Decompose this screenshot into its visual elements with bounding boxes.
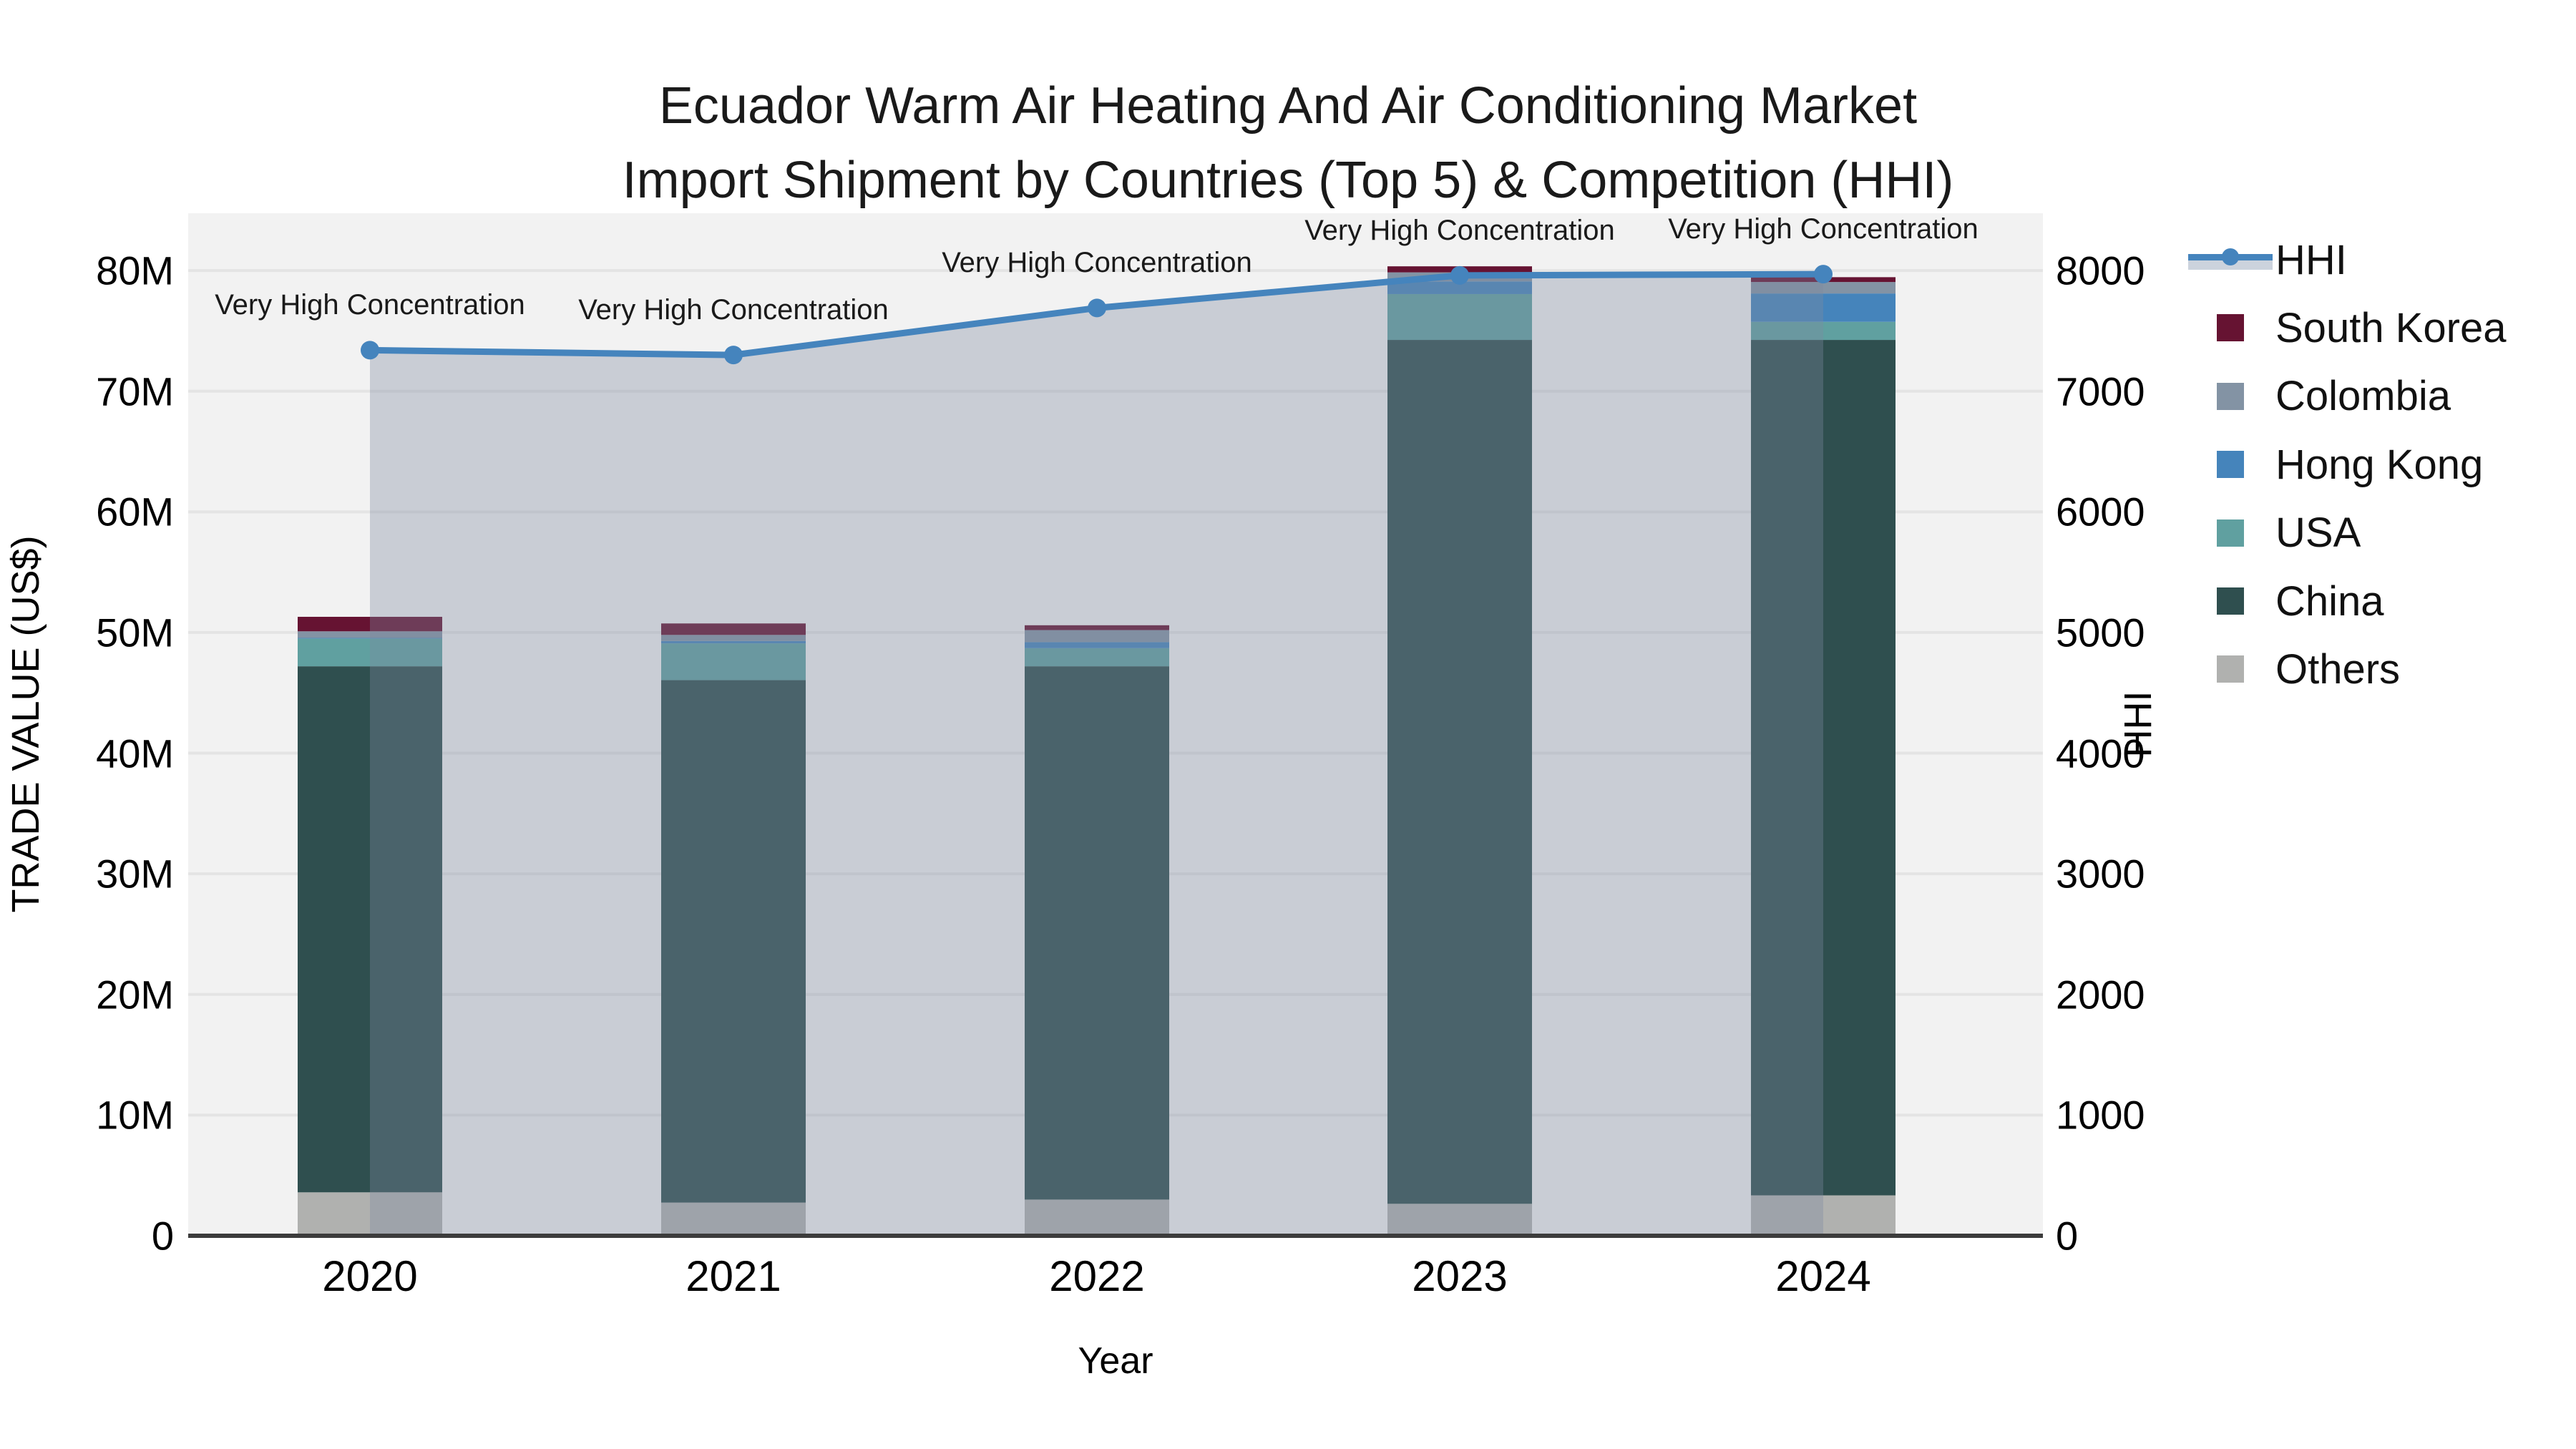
bar-segment-china-2023[interactable] xyxy=(1387,340,1532,1204)
bar-segment-usa-2021[interactable] xyxy=(661,643,806,680)
bar-segment-usa-2024[interactable] xyxy=(1751,321,1896,341)
left-tick-30M: 30M xyxy=(96,851,174,897)
bar-segment-hong-kong-2024[interactable] xyxy=(1751,293,1896,322)
right-tick-6000: 6000 xyxy=(2056,489,2145,535)
legend-label: Hong Kong xyxy=(2275,441,2484,488)
hhi-marker-2020[interactable] xyxy=(361,341,379,360)
bar-segment-usa-2022[interactable] xyxy=(1025,648,1169,667)
legend-swatch-hong-kong xyxy=(2217,451,2244,479)
hhi-line-icon xyxy=(2188,248,2273,270)
bar-segment-china-2022[interactable] xyxy=(1025,666,1169,1200)
x-tick-2023: 2023 xyxy=(1412,1252,1508,1300)
bar-segment-others-2024[interactable] xyxy=(1751,1195,1896,1236)
chart-title-line1: Ecuador Warm Air Heating And Air Conditi… xyxy=(658,77,1918,135)
hhi-marker-2024[interactable] xyxy=(1814,265,1833,284)
chart-title-line2: Import Shipment by Countries (Top 5) & C… xyxy=(622,152,1954,210)
hhi-area-fill xyxy=(370,274,1823,1236)
bar-segment-others-2021[interactable] xyxy=(661,1202,806,1236)
x-axis-title: Year xyxy=(1078,1340,1153,1382)
annotation-2022: Very High Concentration xyxy=(942,247,1252,279)
bar-segment-others-2022[interactable] xyxy=(1025,1199,1169,1236)
annotation-2020: Very High Concentration xyxy=(215,289,525,321)
legend-label: Colombia xyxy=(2275,373,2451,420)
x-tick-2024: 2024 xyxy=(1775,1252,1871,1300)
legend-swatch-others xyxy=(2217,655,2244,683)
left-tick-80M: 80M xyxy=(96,248,174,293)
legend-swatch-china xyxy=(2217,587,2244,615)
x-tick-2022: 2022 xyxy=(1049,1252,1145,1300)
legend-item-hhi[interactable]: HHI xyxy=(2188,233,2347,287)
right-tick-8000: 8000 xyxy=(2056,248,2145,293)
legend-swatch-colombia xyxy=(2217,382,2244,410)
annotation-2021: Very High Concentration xyxy=(578,294,889,326)
bar-segment-china-2021[interactable] xyxy=(661,680,806,1203)
bar-segment-south-korea-2021[interactable] xyxy=(661,623,806,635)
legend-item-south-korea[interactable]: South Korea xyxy=(2188,301,2506,355)
bar-segment-colombia-2024[interactable] xyxy=(1751,282,1896,294)
bar-segment-south-korea-2022[interactable] xyxy=(1025,625,1169,630)
left-tick-20M: 20M xyxy=(96,972,174,1018)
bar-segment-hong-kong-2020[interactable] xyxy=(298,638,442,639)
legend-item-others[interactable]: Others xyxy=(2188,642,2400,696)
legend-label: China xyxy=(2275,577,2384,625)
bar-segment-south-korea-2020[interactable] xyxy=(298,617,442,632)
right-tick-7000: 7000 xyxy=(2056,369,2145,414)
left-tick-70M: 70M xyxy=(96,369,174,414)
legend-label: Others xyxy=(2275,645,2401,693)
legend-swatch-south-korea xyxy=(2217,314,2244,342)
legend-label: HHI xyxy=(2275,236,2347,283)
legend-item-colombia[interactable]: Colombia xyxy=(2188,369,2451,424)
right-tick-5000: 5000 xyxy=(2056,610,2145,655)
bar-segment-colombia-2020[interactable] xyxy=(298,631,442,638)
bar-segment-hong-kong-2023[interactable] xyxy=(1387,281,1532,294)
legend-item-usa[interactable]: USA xyxy=(2188,506,2361,560)
legend-swatch-usa xyxy=(2217,519,2244,547)
x-tick-2021: 2021 xyxy=(686,1252,781,1300)
annotation-2023: Very High Concentration xyxy=(1304,214,1615,246)
bar-segment-china-2020[interactable] xyxy=(298,666,442,1193)
right-tick-3000: 3000 xyxy=(2056,851,2145,897)
left-tick-50M: 50M xyxy=(96,610,174,655)
bar-segment-usa-2023[interactable] xyxy=(1387,293,1532,341)
right-tick-1000: 1000 xyxy=(2056,1092,2145,1138)
bar-segment-others-2023[interactable] xyxy=(1387,1204,1532,1236)
annotation-2024: Very High Concentration xyxy=(1668,213,1979,245)
hhi-marker-2022[interactable] xyxy=(1088,298,1106,318)
right-tick-0: 0 xyxy=(2056,1213,2079,1259)
bar-segment-others-2020[interactable] xyxy=(298,1192,442,1236)
left-tick-0: 0 xyxy=(151,1213,174,1259)
bar-segment-hong-kong-2022[interactable] xyxy=(1025,642,1169,648)
bar-segment-colombia-2022[interactable] xyxy=(1025,630,1169,643)
bar-segment-hong-kong-2021[interactable] xyxy=(661,640,806,644)
right-tick-4000: 4000 xyxy=(2056,731,2145,776)
bar-segment-colombia-2021[interactable] xyxy=(661,635,806,641)
legend-label: USA xyxy=(2275,509,2361,557)
left-tick-40M: 40M xyxy=(96,731,174,776)
left-tick-60M: 60M xyxy=(96,489,174,535)
legend-item-china[interactable]: China xyxy=(2188,574,2384,628)
chart-title: Ecuador Warm Air Heating And Air Conditi… xyxy=(0,69,2576,218)
hhi-marker-2021[interactable] xyxy=(724,346,743,365)
left-tick-10M: 10M xyxy=(96,1092,174,1138)
legend-item-hong-kong[interactable]: Hong Kong xyxy=(2188,437,2483,492)
legend-label: South Korea xyxy=(2275,304,2507,351)
x-tick-2020: 2020 xyxy=(322,1252,418,1300)
right-tick-2000: 2000 xyxy=(2056,972,2145,1018)
hhi-marker-2023[interactable] xyxy=(1450,265,1469,285)
bar-segment-china-2024[interactable] xyxy=(1751,340,1896,1196)
bar-segment-usa-2020[interactable] xyxy=(298,638,442,667)
